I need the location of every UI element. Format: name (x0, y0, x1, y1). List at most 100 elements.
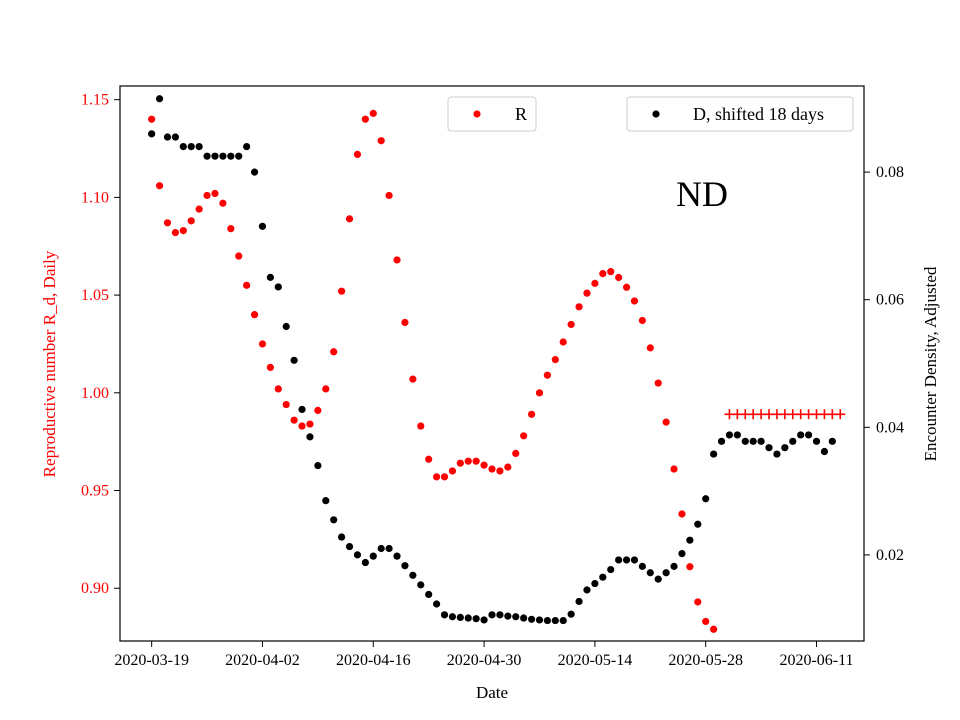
d-point-38 (448, 613, 457, 621)
d-point-9 (219, 152, 227, 160)
left-y-tick-label-3: 1.05 (81, 287, 109, 304)
r-point-64 (654, 379, 662, 387)
d-point-13 (250, 168, 259, 176)
r-point-32 (401, 318, 409, 327)
legend-d-label: D, shifted 18 days (693, 104, 824, 124)
r-point-29 (377, 137, 385, 145)
d-point-6 (195, 143, 203, 151)
r-point-25 (345, 215, 354, 223)
r-point-53 (567, 320, 575, 329)
right-y-tick-label-0: 0.02 (876, 547, 904, 564)
d-point-43 (488, 611, 496, 619)
r-point-26 (353, 150, 362, 158)
d-point-19 (298, 405, 306, 414)
d-point-75 (741, 437, 749, 445)
d-point-22 (322, 497, 330, 505)
d-point-16 (274, 283, 282, 291)
d-point-37 (440, 611, 449, 619)
legend-r-frame (447, 96, 537, 132)
d-point-77 (757, 437, 765, 445)
series-1 (724, 409, 846, 420)
series-2 (148, 95, 836, 625)
d-point-18 (290, 356, 298, 364)
d-point-2 (163, 133, 172, 141)
left-y-tick-label-5: 1.15 (81, 92, 109, 109)
r-point-62 (638, 316, 646, 325)
r-point-66 (670, 465, 678, 473)
d-point-31 (393, 552, 401, 560)
r-point-9 (219, 199, 227, 207)
r-point-31 (393, 256, 401, 264)
legend-r-marker (473, 110, 481, 118)
r-point-37 (440, 473, 449, 481)
r-point-7 (203, 191, 211, 200)
d-point-83 (804, 431, 813, 439)
d-point-56 (591, 579, 599, 588)
d-point-14 (258, 222, 267, 230)
r-point-17 (282, 400, 290, 409)
d-point-40 (464, 614, 472, 622)
d-point-12 (243, 143, 251, 151)
r-point-24 (338, 287, 346, 295)
d-point-33 (409, 571, 417, 579)
r-point-18 (290, 416, 298, 424)
d-point-73 (725, 431, 734, 439)
d-point-44 (496, 611, 504, 619)
d-point-53 (567, 610, 575, 618)
r-point-40 (464, 457, 472, 465)
legend-d-marker (652, 110, 660, 118)
d-point-85 (820, 447, 829, 456)
r-point-0 (148, 115, 156, 123)
d-point-52 (559, 616, 567, 625)
x-tick-label-2: 2020-04-16 (336, 652, 411, 669)
d-point-1 (155, 95, 164, 103)
r-point-68 (686, 563, 694, 571)
r-point-36 (432, 473, 441, 481)
r-point-20 (306, 420, 314, 428)
d-point-36 (432, 600, 441, 608)
d-point-47 (520, 614, 528, 622)
d-point-86 (828, 437, 836, 445)
d-point-68 (686, 536, 694, 544)
x-tick-label-4: 2020-05-14 (558, 652, 633, 669)
d-point-32 (401, 562, 409, 570)
r-point-60 (622, 283, 631, 291)
d-point-27 (361, 558, 369, 567)
d-point-20 (306, 433, 314, 441)
d-point-54 (575, 597, 583, 606)
d-point-24 (338, 533, 346, 541)
right-y-axis-label: Encounter Density, Adjusted (921, 266, 940, 461)
d-point-61 (630, 556, 639, 564)
r-point-67 (678, 510, 686, 518)
d-point-5 (187, 143, 195, 151)
d-point-65 (662, 569, 670, 577)
r-point-58 (607, 268, 615, 276)
d-point-78 (765, 444, 773, 452)
r-point-61 (630, 297, 639, 305)
r-point-54 (575, 303, 583, 311)
d-point-82 (797, 431, 805, 439)
d-point-4 (179, 143, 187, 151)
r-point-35 (425, 455, 433, 463)
legend-d-frame (626, 96, 854, 132)
r-point-39 (456, 459, 464, 467)
d-point-25 (345, 542, 354, 551)
d-point-3 (171, 133, 180, 141)
r-point-16 (274, 385, 282, 393)
r-point-47 (520, 432, 528, 440)
d-point-10 (227, 152, 235, 160)
r-point-30 (385, 191, 393, 200)
d-point-8 (211, 152, 219, 160)
left-y-tick-label-4: 1.10 (81, 189, 109, 206)
r-point-63 (646, 344, 654, 352)
right-y-tick-label-2: 0.06 (876, 292, 904, 309)
d-point-42 (480, 616, 488, 624)
r-point-42 (480, 461, 488, 469)
r-point-45 (504, 463, 512, 471)
d-point-60 (622, 556, 631, 564)
d-point-0 (148, 130, 156, 138)
d-point-62 (638, 562, 646, 570)
d-point-59 (615, 556, 623, 564)
state-annotation: ND (676, 174, 728, 214)
